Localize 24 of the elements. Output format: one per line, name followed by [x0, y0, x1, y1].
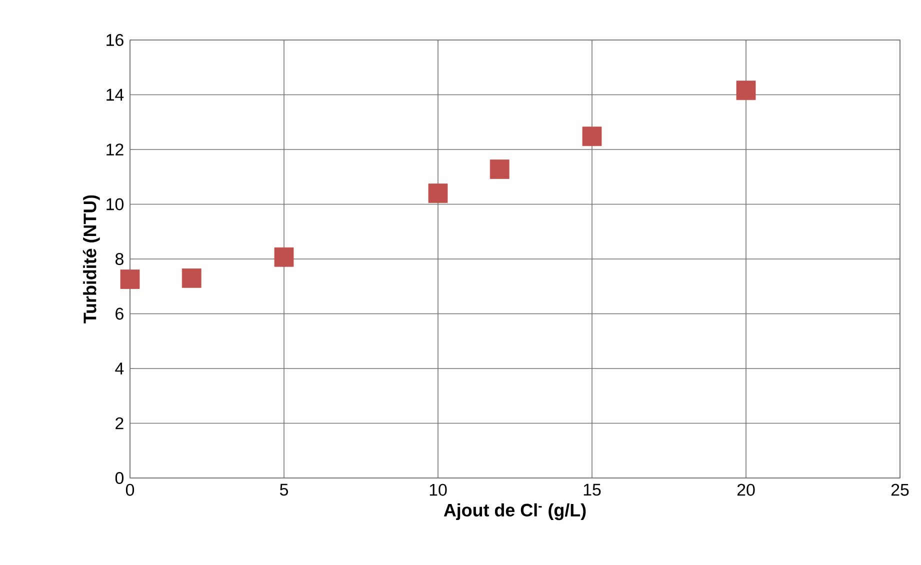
- y-tick-label: 2: [116, 417, 124, 430]
- y-tick-label: 8: [115, 253, 124, 265]
- x-tick-label: 0: [126, 484, 134, 496]
- point: [490, 160, 510, 179]
- x-tick-label: 20: [737, 484, 755, 496]
- y-tick-label: 16: [106, 34, 124, 46]
- x-tick-label: 10: [430, 484, 447, 496]
- y-tick-label: 4: [115, 362, 124, 374]
- point: [182, 268, 202, 288]
- y-axis-title: Turbidité (NTU): [82, 195, 100, 324]
- point: [274, 247, 294, 267]
- point: [736, 80, 756, 100]
- y-tick-label: 14: [106, 88, 124, 101]
- x-axis-title: Ajout de Cl$^{-}$ (g/L): [444, 503, 586, 520]
- x-tick-label: 5: [280, 484, 288, 496]
- y-tick-label: 12: [106, 144, 124, 156]
- y-tick-label: 0: [115, 472, 124, 484]
- point: [582, 126, 602, 146]
- point: [428, 184, 448, 203]
- x-tick-label: 15: [584, 484, 601, 496]
- y-tick-label: 10: [106, 198, 124, 210]
- point: [120, 270, 140, 289]
- x-tick-label: 25: [891, 484, 909, 496]
- y-tick-label: 6: [116, 308, 124, 320]
